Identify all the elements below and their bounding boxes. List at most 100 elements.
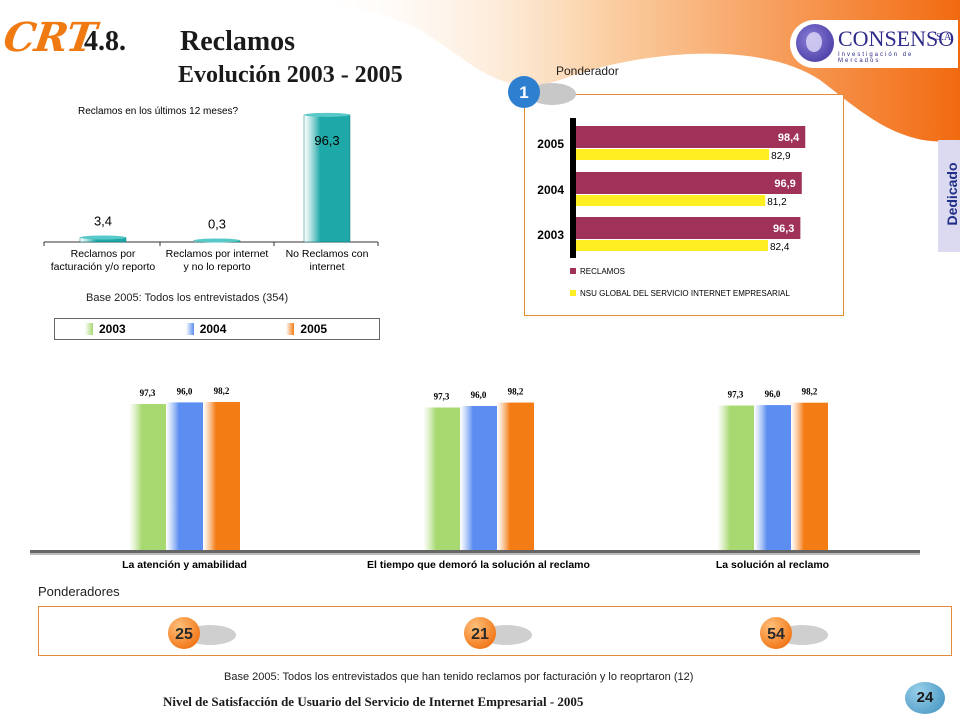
ponderador-badge-1: 21: [464, 617, 532, 649]
reclamos-bar-2004: [576, 172, 802, 194]
chart1-title: Reclamos en los últimos 12 meses?: [78, 106, 239, 117]
ponderador-badge-2: 54: [760, 617, 828, 649]
nsu-bar-2003: [576, 240, 768, 251]
side-tab: Dedicado: [938, 140, 960, 252]
nsu-bar-2005: [576, 149, 770, 160]
ponderadores-box: [38, 606, 952, 656]
category-label-0: facturación y/o reporto: [51, 261, 156, 273]
category-label-2: La solución al reclamo: [716, 559, 829, 571]
category-2003: 2003: [537, 228, 564, 242]
badge-value: 54: [767, 626, 785, 643]
reclamos-label-2005: 98,4: [778, 132, 800, 144]
bar-2005-1: [497, 402, 534, 550]
base-note-1: Base 2005: Todos los entrevistados (354): [86, 292, 289, 304]
bar-2005-2: [791, 402, 828, 550]
ponderador-badge-0: 25: [168, 617, 236, 649]
bar-2004-1: [460, 406, 497, 550]
consenso-logo: CONSENSO S.A. Investigación de Mercados: [790, 20, 958, 68]
legend-label-0: RECLAMOS: [580, 267, 625, 276]
category-2005: 2005: [537, 137, 564, 151]
category-label-0: Reclamos por: [71, 248, 136, 260]
legend-label: 2004: [199, 322, 227, 336]
data-label-2003-2: 97,3: [728, 390, 744, 400]
reclamos-label-2003: 96,3: [773, 223, 794, 235]
nsu-label-2005: 82,9: [771, 151, 791, 162]
y-axis: [570, 118, 576, 258]
legend-label-1: NSU GLOBAL DEL SERVICIO INTERNET EMPRESA…: [580, 289, 790, 298]
legend-item-2003: 2003: [85, 322, 126, 336]
ponderador-badge: 1: [508, 76, 576, 108]
claims-vs-nsu-chart: 2005 98,4 82,9 2004 96,9 81,2 2003 96,3 82,4 RECL…: [537, 118, 806, 298]
bar-2003-1: [423, 407, 460, 550]
data-label-2005-2: 98,2: [802, 387, 818, 397]
nsu-label-2003: 82,4: [770, 242, 790, 253]
data-label-2004-0: 96,0: [177, 386, 193, 396]
category-label-0: La atención y amabilidad: [122, 559, 247, 571]
badge-circle: [508, 76, 540, 108]
years-legend: 2003 2004 2005: [54, 318, 380, 340]
reclamos-bar-2003: [576, 217, 801, 239]
data-label-2003-0: 97,3: [140, 388, 156, 398]
data-label-0: 3,4: [94, 214, 112, 229]
legend-swatch-1: [570, 290, 576, 296]
data-label-2005-0: 98,2: [214, 386, 230, 396]
category-label-2: No Reclamos con: [286, 248, 369, 260]
x-axis-shadow: [30, 553, 920, 555]
side-tab-label: Dedicado: [944, 162, 960, 226]
category-label-1: El tiempo que demoró la solución al recl…: [367, 559, 590, 571]
ponderadores-label: Ponderadores: [38, 584, 120, 599]
legend-item-2005: 2005: [286, 322, 327, 336]
badge-circle: [464, 617, 496, 649]
company-tagline: Investigación de Mercados: [838, 52, 914, 64]
data-label-2005-1: 98,2: [508, 387, 524, 397]
category-label-1: y no lo reporto: [183, 261, 250, 273]
bar-2003-0: [129, 404, 166, 550]
legend-swatch: [185, 323, 194, 335]
page-subtitle: Evolución 2003 - 2005: [178, 62, 403, 88]
globe-icon: [796, 24, 834, 62]
legend-item-2004: 2004: [185, 322, 227, 336]
footer-text: Nivel de Satisfacción de Usuario del Ser…: [163, 694, 584, 709]
bar-top-2: [304, 112, 350, 117]
legend-swatch: [286, 323, 295, 335]
bar-2003-2: [717, 405, 754, 550]
nsu-label-2004: 81,2: [767, 197, 787, 208]
ponderador-label: Ponderador: [556, 64, 619, 78]
badge-circle: [168, 617, 200, 649]
badge-circle: [760, 617, 792, 649]
badge-value: 21: [471, 626, 489, 643]
data-label-2: 96,3: [314, 133, 339, 148]
satisfaction-evolution-chart: 97,3 96,0 98,2 La atención y amabilidad 97,3…: [30, 386, 920, 571]
section-number: 4.8.: [84, 26, 126, 57]
bar-2004-2: [754, 405, 791, 550]
reclamos-label-2004: 96,9: [774, 178, 795, 190]
data-label-2004-1: 96,0: [471, 390, 487, 400]
category-label-1: Reclamos por internet: [166, 248, 269, 260]
bar-2: [303, 114, 351, 243]
page-title: Reclamos: [180, 26, 296, 57]
legend-swatch-0: [570, 268, 576, 274]
legend-swatch: [85, 323, 93, 335]
category-2004: 2004: [537, 183, 564, 197]
data-label-1: 0,3: [208, 217, 226, 232]
bar-top-1: [194, 238, 240, 243]
bar-2004-0: [166, 402, 203, 550]
company-name: CONSENSO: [838, 26, 955, 51]
badge-value: 25: [175, 626, 193, 643]
data-label-2003-1: 97,3: [434, 392, 450, 402]
base-note-2: Base 2005: Todos los entrevistados que h…: [224, 671, 694, 683]
bar-2005-0: [203, 401, 240, 550]
page-number: 24: [905, 682, 945, 714]
bar-top-0: [80, 235, 126, 240]
badge-shadow: [528, 83, 576, 105]
data-label-2004-2: 96,0: [765, 389, 781, 399]
reclamos-bar-2005: [576, 126, 806, 148]
legend-label: 2005: [300, 322, 328, 336]
x-axis: [30, 550, 920, 553]
nsu-bar-2004: [576, 195, 766, 206]
category-label-2: internet: [309, 261, 344, 273]
legend-label: 2003: [99, 322, 126, 336]
badge-number: 1: [519, 83, 528, 102]
company-suffix: S.A.: [936, 32, 954, 43]
